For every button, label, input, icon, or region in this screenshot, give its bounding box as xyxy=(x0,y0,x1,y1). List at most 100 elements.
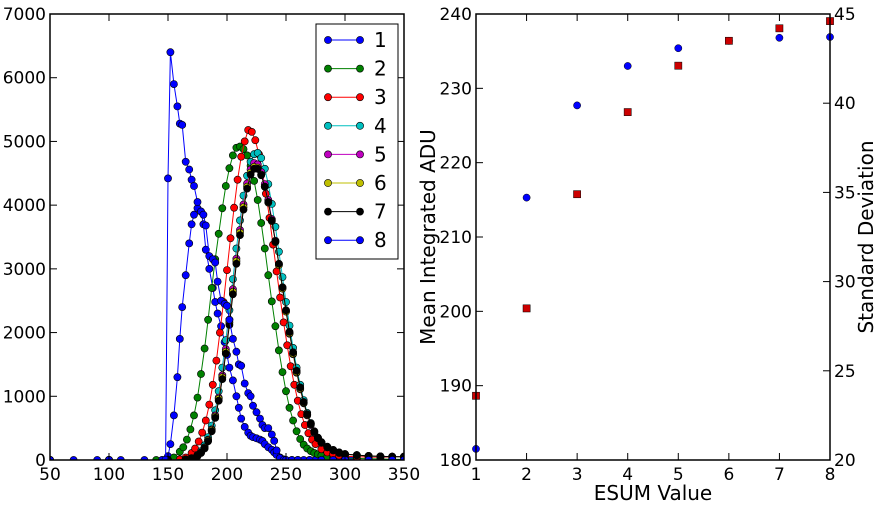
legend: 1 2 3 4 5 6 7 8 xyxy=(315,23,399,260)
data-point xyxy=(267,216,276,225)
data-point xyxy=(323,442,332,451)
data-point xyxy=(190,210,198,219)
data-point xyxy=(213,309,222,318)
data-point xyxy=(230,203,238,212)
y-tick-label: 5000 xyxy=(3,132,46,152)
data-point xyxy=(218,204,227,213)
x-tick-label: 350 xyxy=(388,465,420,485)
y-right-tick-label: 40 xyxy=(834,94,856,114)
data-point xyxy=(239,205,248,214)
legend-marker xyxy=(324,236,332,245)
data-point xyxy=(260,182,269,191)
legend-label: 8 xyxy=(374,228,387,252)
data-point xyxy=(240,422,249,431)
data-point xyxy=(299,398,308,406)
data-point xyxy=(279,318,288,327)
x-tick-label: 250 xyxy=(270,465,302,485)
data-point xyxy=(271,237,280,246)
data-point xyxy=(214,396,223,405)
data-point xyxy=(252,408,261,417)
data-point xyxy=(228,290,237,299)
y-tick-label: 0 xyxy=(35,451,46,471)
data-point xyxy=(205,400,214,409)
x-tick-label: 7 xyxy=(774,465,785,485)
data-point xyxy=(264,198,273,206)
legend-marker xyxy=(324,93,332,102)
data-point xyxy=(207,284,216,292)
data-point xyxy=(282,387,290,396)
data-point xyxy=(164,174,172,183)
legend-marker xyxy=(356,150,364,159)
series-8 xyxy=(50,48,404,460)
y-right-tick-label: 30 xyxy=(834,273,856,293)
data-point xyxy=(225,315,234,324)
legend-label: 1 xyxy=(374,28,387,52)
data-point xyxy=(237,361,246,370)
data-point xyxy=(214,229,223,238)
legend-marker xyxy=(324,150,332,159)
histogram-chart: 50 100 150 200 250 300 350 0 1000 2000 3000 4000 500… xyxy=(3,5,420,485)
series-line-1 xyxy=(50,207,404,460)
data-point xyxy=(190,411,198,420)
data-point xyxy=(179,443,188,452)
legend-label: 7 xyxy=(374,200,387,224)
data-point xyxy=(178,303,187,311)
data-point xyxy=(232,347,241,356)
legend-marker xyxy=(356,236,364,245)
data-point xyxy=(173,102,182,111)
x-tick-label: 4 xyxy=(622,465,633,485)
legend-marker xyxy=(356,207,364,216)
data-point xyxy=(253,164,262,173)
data-point xyxy=(247,127,256,136)
data-point xyxy=(271,322,280,331)
data-point xyxy=(775,24,784,33)
x-tick-label: 100 xyxy=(93,465,125,485)
legend-label: 3 xyxy=(374,85,387,109)
data-point xyxy=(223,266,231,274)
data-point xyxy=(200,444,209,453)
data-point xyxy=(234,403,243,412)
legend-label: 2 xyxy=(374,57,387,81)
data-point xyxy=(306,419,315,428)
data-point xyxy=(674,61,683,70)
data-point xyxy=(243,184,251,193)
y-tick-label: 200 xyxy=(440,302,472,322)
x-tick-label: 150 xyxy=(152,465,184,485)
data-point xyxy=(296,435,305,443)
data-point xyxy=(190,182,198,190)
data-point xyxy=(218,363,227,372)
legend-marker xyxy=(356,121,364,130)
data-point xyxy=(228,376,237,385)
data-point xyxy=(212,356,221,365)
data-point xyxy=(272,446,281,455)
data-point xyxy=(175,334,184,343)
data-point xyxy=(276,293,284,302)
legend-marker xyxy=(356,64,364,73)
data-point xyxy=(169,411,178,420)
legend-label: 6 xyxy=(374,171,387,195)
data-point xyxy=(292,366,301,375)
data-point xyxy=(205,264,214,273)
legend-label: 4 xyxy=(374,114,387,138)
y-tick-label: 3000 xyxy=(3,260,46,280)
legend-label: 5 xyxy=(374,142,387,166)
data-point xyxy=(178,121,187,129)
data-point xyxy=(352,451,361,459)
data-point xyxy=(185,239,194,248)
data-point xyxy=(194,437,203,446)
data-point xyxy=(317,438,326,447)
data-point xyxy=(250,176,258,185)
data-point xyxy=(181,157,190,166)
data-point xyxy=(228,334,237,343)
legend-marker xyxy=(356,93,364,102)
data-point xyxy=(204,315,212,324)
y-right-tick-label: 45 xyxy=(834,5,856,25)
data-point xyxy=(208,380,217,389)
data-point xyxy=(522,193,531,202)
data-point xyxy=(623,62,632,70)
data-point xyxy=(303,410,312,418)
data-point xyxy=(775,33,784,42)
data-point xyxy=(201,221,210,230)
x-tick-label: 3 xyxy=(572,465,583,485)
series-7 xyxy=(50,164,404,460)
